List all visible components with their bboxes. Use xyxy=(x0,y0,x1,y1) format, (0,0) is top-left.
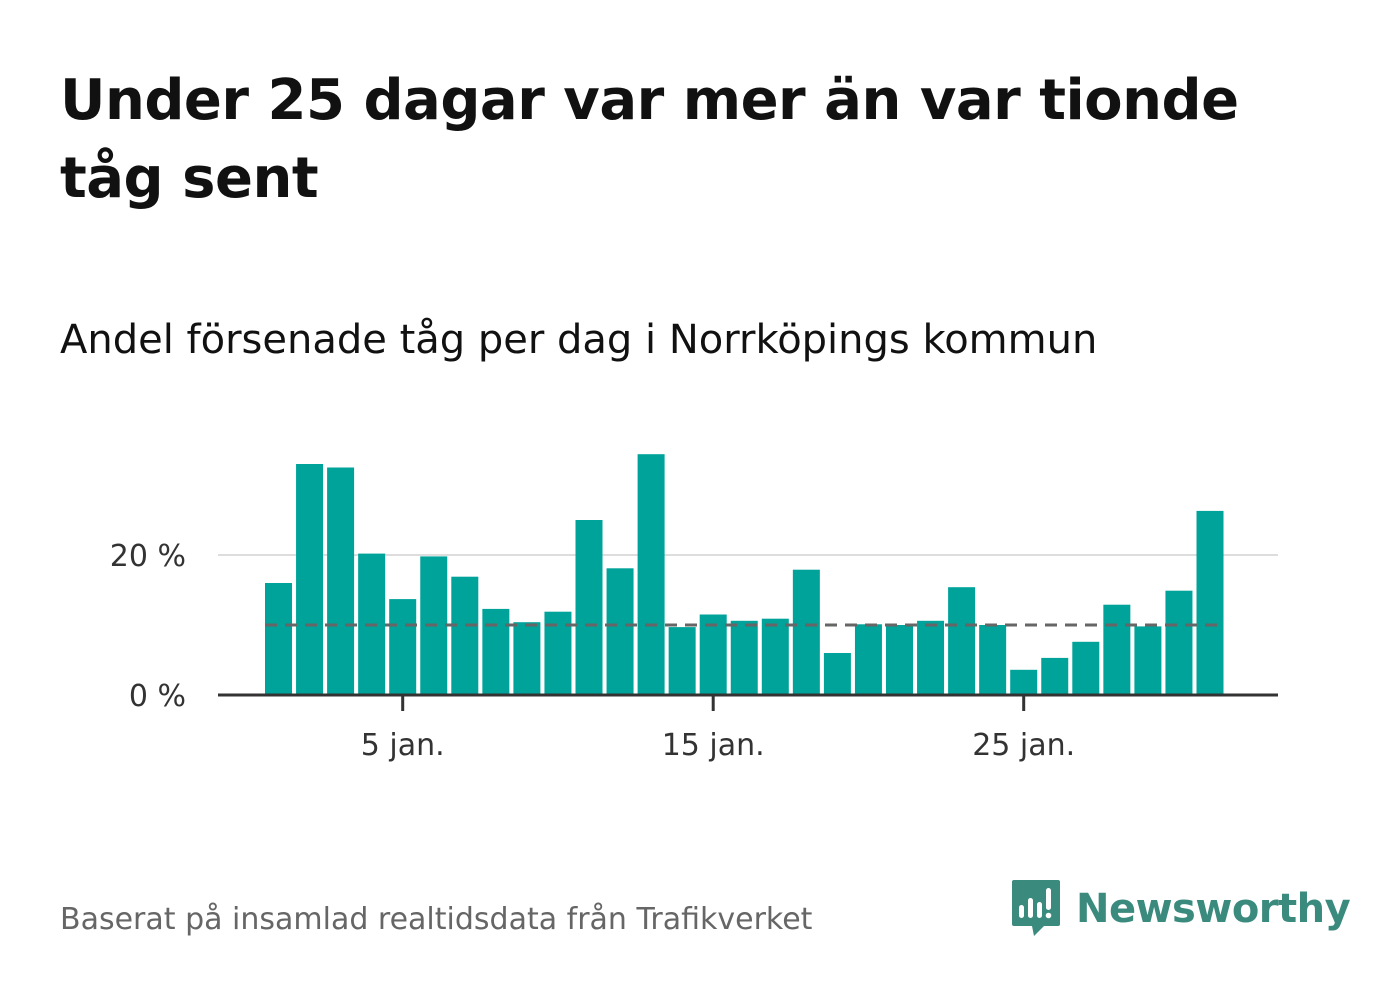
chart-subtitle: Andel försenade tåg per dag i Norrköping… xyxy=(60,317,1098,363)
bar xyxy=(296,464,324,695)
newsworthy-logo-icon xyxy=(1012,880,1060,936)
bar xyxy=(1010,669,1038,695)
bar xyxy=(917,620,945,695)
x-axis xyxy=(218,693,1278,711)
bar xyxy=(513,622,541,695)
bar xyxy=(948,587,976,695)
x-axis-labels: 5 jan. 15 jan. 25 jan. xyxy=(361,728,1075,763)
y-axis-labels: 0 % 20 % xyxy=(110,539,186,714)
source-note: Baserat på insamlad realtidsdata från Tr… xyxy=(60,902,813,937)
brand-name: Newsworthy xyxy=(1076,886,1351,932)
bar xyxy=(451,576,479,695)
bar xyxy=(1134,626,1162,695)
bar xyxy=(699,614,727,695)
bar xyxy=(886,625,913,695)
bar xyxy=(792,569,820,695)
bar xyxy=(1072,641,1100,695)
bar xyxy=(1196,510,1224,695)
bar xyxy=(823,653,851,695)
bar xyxy=(1041,657,1069,695)
bar xyxy=(637,454,665,695)
y-tick-label: 0 % xyxy=(129,679,186,714)
bar xyxy=(265,583,292,695)
bar xyxy=(389,599,417,695)
brand: Newsworthy xyxy=(1010,878,1351,940)
bar xyxy=(854,624,882,695)
bar xyxy=(979,625,1007,695)
y-tick-label: 20 % xyxy=(110,539,186,574)
x-tick-label: 15 jan. xyxy=(662,728,765,763)
bars xyxy=(265,454,1224,695)
x-tick-label: 5 jan. xyxy=(361,728,445,763)
bar xyxy=(575,520,603,695)
bar xyxy=(1103,604,1131,695)
bar xyxy=(1165,590,1193,695)
bar xyxy=(668,627,696,695)
bar xyxy=(606,568,634,695)
bar xyxy=(730,620,758,695)
x-tick-label: 25 jan. xyxy=(972,728,1075,763)
bar xyxy=(761,618,789,695)
bar xyxy=(482,608,510,695)
bar xyxy=(327,467,355,695)
chart-title: Under 25 dagar var mer än var tionde tåg… xyxy=(60,68,1239,211)
